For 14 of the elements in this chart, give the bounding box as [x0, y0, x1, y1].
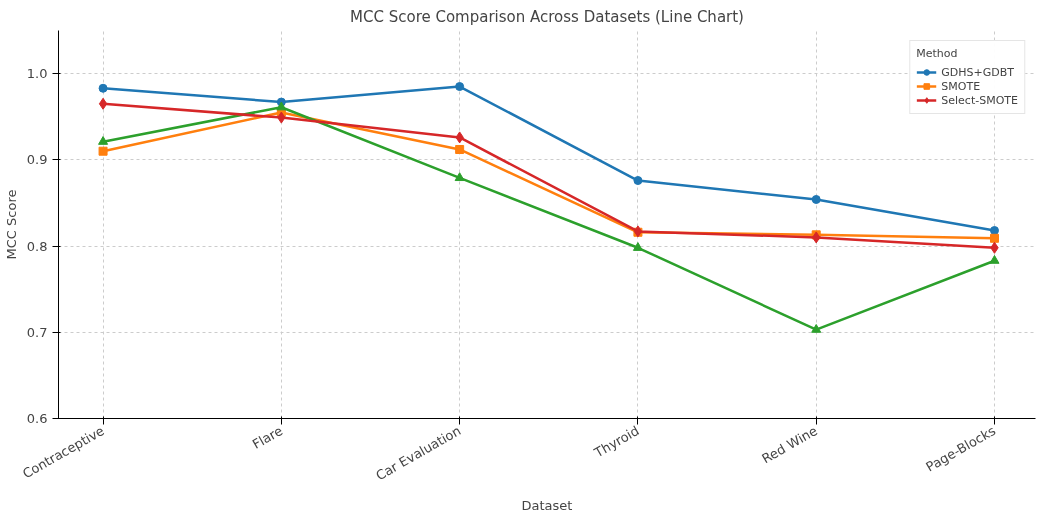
y-axis-title: MCC Score: [3, 189, 19, 260]
y-tick-label: 0.9: [26, 152, 48, 168]
x-tick-label: Red Wine: [759, 422, 820, 467]
legend-label: GDHS+GDBT: [941, 65, 1015, 79]
y-tick-label: 0.6: [26, 411, 48, 426]
x-axis-title: Dataset: [521, 497, 573, 513]
chart-title: MCC Score Comparison Across Datasets (Line Chart): [350, 7, 744, 26]
legend-title: Method: [916, 47, 959, 60]
legend-label: SMOTE: [941, 79, 981, 93]
legend-label: Select-SMOTE: [941, 93, 1018, 107]
y-tick-label: 1.0: [26, 66, 48, 82]
y-tick-label: 0.8: [26, 238, 48, 254]
y-tick-label: 0.7: [26, 324, 48, 340]
x-tick-label: Flare: [249, 422, 286, 452]
